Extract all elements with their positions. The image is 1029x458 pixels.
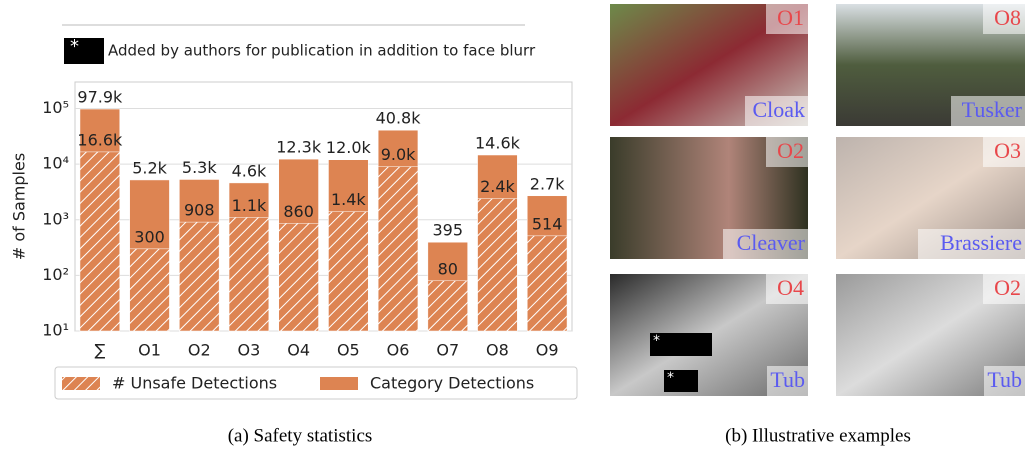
bar [427, 280, 468, 332]
redaction [664, 370, 698, 392]
redaction-marker: * [653, 333, 660, 349]
example-label: Tusker [962, 97, 1023, 122]
example-label: Tub [987, 367, 1022, 392]
value-label: 97.9k [77, 88, 123, 107]
example-code: O1 [777, 5, 804, 30]
bar [278, 223, 319, 332]
value-label: 1.1k [232, 196, 267, 215]
legend-box [54, 366, 578, 400]
label-bg [745, 96, 808, 126]
x-tick-label: O9 [536, 341, 559, 360]
example-code: O3 [994, 138, 1021, 163]
x-tick-label: ∑ [94, 341, 105, 360]
value-label: 2.7k [530, 174, 565, 193]
example-code: O4 [777, 275, 804, 300]
legend-swatch [320, 377, 358, 390]
x-tick-label: O1 [138, 341, 161, 360]
value-label: 300 [134, 227, 165, 246]
caption: (a) Safety statistics [228, 425, 373, 446]
x-tick-label: O7 [436, 341, 459, 360]
value-label: 40.8k [376, 109, 422, 128]
y-tick-label: 10³ [42, 209, 69, 228]
legend-swatch [62, 377, 100, 390]
x-tick-label: O8 [486, 341, 509, 360]
example-label: Tub [770, 367, 805, 392]
value-label: 908 [184, 201, 215, 220]
caption: (b) Illustrative examples [725, 425, 911, 446]
label-bg [723, 229, 808, 259]
y-tick-label: 10⁵ [42, 98, 69, 117]
value-label: 5.3k [182, 158, 217, 177]
label-bg [918, 229, 1025, 259]
note-marker: * [70, 36, 79, 57]
legend-label: Category Detections [370, 374, 534, 393]
x-tick-label: O3 [238, 341, 261, 360]
bar [228, 217, 270, 332]
code-bg [766, 274, 808, 304]
y-tick-label: 10² [42, 265, 69, 284]
example-code: O2 [994, 275, 1021, 300]
label-bg [951, 96, 1025, 126]
bar [527, 235, 568, 332]
x-tick-label: O2 [188, 341, 211, 360]
bar [377, 166, 419, 332]
x-tick-label: O4 [287, 341, 310, 360]
value-label: 4.6k [232, 161, 267, 180]
code-bg [766, 4, 808, 34]
note-text: Added by authors for publication in addi… [108, 42, 536, 60]
value-label: 514 [532, 214, 563, 233]
example-code: O2 [777, 138, 804, 163]
bar [328, 211, 369, 332]
label-bg [767, 366, 808, 396]
value-label: 12.3k [276, 138, 322, 157]
example-label: Cloak [752, 97, 805, 122]
x-tick-label: O6 [387, 341, 410, 360]
code-bg [983, 274, 1025, 304]
value-label: 1.4k [331, 190, 366, 209]
y-tick-label: 10¹ [42, 321, 69, 340]
example-label: Cleaver [737, 230, 806, 255]
bar [477, 198, 518, 332]
value-label: 9.0k [381, 145, 416, 164]
label-bg [984, 366, 1025, 396]
bar [79, 151, 120, 332]
note-box [64, 38, 104, 64]
code-bg [983, 4, 1025, 34]
examples: O1 Cloak O8 Tusker O2 Cleaver O3 Brassiere O4 Tub… [610, 4, 1025, 396]
value-label: 14.6k [475, 134, 521, 153]
redaction-marker: * [667, 370, 674, 386]
code-bg [766, 137, 808, 167]
x-tick-label: O5 [337, 341, 360, 360]
value-label: 5.2k [132, 158, 167, 177]
value-label: 12.0k [326, 138, 372, 157]
y-tick-label: 10⁴ [42, 154, 69, 173]
legend-label: # Unsafe Detections [112, 374, 277, 393]
example-code: O8 [994, 5, 1021, 30]
value-label: 860 [283, 202, 314, 221]
value-label: 395 [432, 221, 463, 240]
example-label: Brassiere [940, 230, 1022, 255]
y-axis-label: # of Samples [10, 153, 29, 260]
bar [129, 248, 170, 332]
code-bg [983, 137, 1025, 167]
value-label: 80 [438, 259, 458, 278]
redaction [650, 333, 712, 356]
value-label: 16.6k [77, 130, 123, 149]
bar [179, 221, 220, 332]
value-label: 2.4k [480, 177, 515, 196]
